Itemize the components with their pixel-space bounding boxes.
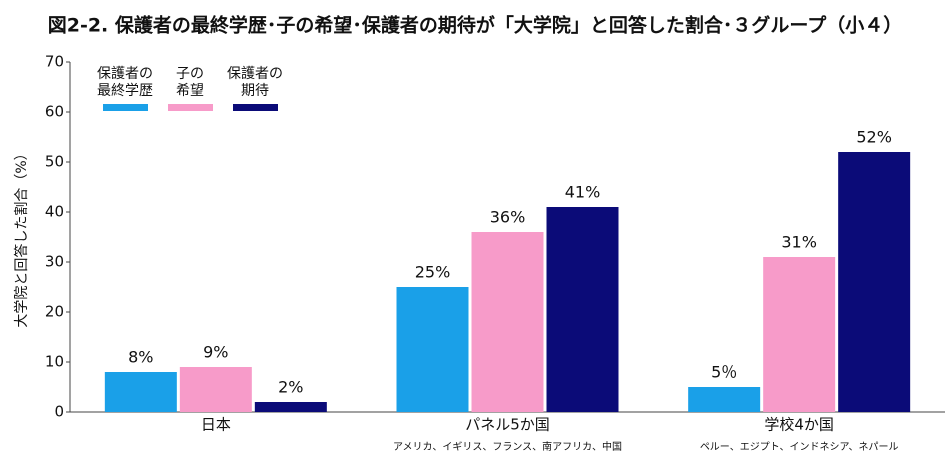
y-tick-label: 0 — [54, 403, 64, 421]
bar — [546, 207, 619, 412]
value-label: 41% — [565, 183, 601, 202]
category-note: アメリカ、イギリス、フランス、南アフリカ、中国 — [393, 440, 622, 453]
x-tick-label: パネル5か国 — [465, 416, 550, 434]
bar — [838, 152, 911, 412]
legend-swatch — [233, 104, 278, 111]
value-label: 2% — [278, 378, 303, 397]
bar — [471, 232, 544, 412]
legend-label: 保護者の 最終学歴 — [97, 66, 153, 99]
category-note: ペルー、エジプト、インドネシア、ネパール — [700, 441, 899, 453]
value-label: 52% — [856, 128, 892, 147]
bar — [763, 257, 836, 412]
value-label: 5％ — [711, 363, 737, 382]
legend-label: 保護者の 期待 — [227, 66, 283, 99]
y-tick-label: 50 — [45, 153, 64, 171]
value-label: 31% — [781, 233, 817, 252]
bar — [396, 287, 469, 412]
y-tick-label: 10 — [45, 353, 64, 371]
y-axis-label: 大学院と回答した割合（%） — [13, 146, 30, 327]
bar — [254, 402, 327, 412]
legend-label: 子の 希望 — [176, 66, 204, 99]
legend-swatch — [168, 104, 213, 111]
x-tick-label: 日本 — [201, 416, 231, 434]
chart-title: 図2-2. 保護者の最終学歴･子の希望･保護者の期待が「大学院」と回答した割合･… — [48, 14, 903, 37]
bar — [179, 367, 252, 412]
y-tick-label: 30 — [45, 253, 64, 271]
value-label: 9% — [203, 343, 228, 362]
value-label: 8% — [128, 348, 153, 367]
bar — [688, 387, 761, 412]
y-tick-label: 60 — [45, 103, 64, 121]
y-tick-label: 40 — [45, 203, 64, 221]
legend-swatch — [103, 104, 148, 111]
value-label: 36% — [490, 208, 526, 227]
y-tick-label: 20 — [45, 303, 64, 321]
x-tick-label: 学校4か国 — [764, 416, 834, 434]
y-tick-label: 70 — [45, 53, 64, 71]
bar — [104, 372, 177, 412]
value-label: 25% — [415, 263, 451, 282]
